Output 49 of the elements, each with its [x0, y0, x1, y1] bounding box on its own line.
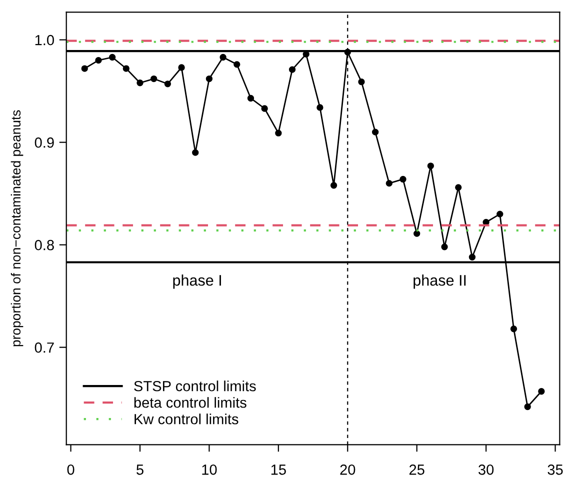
y-tick-label: 0.9	[34, 137, 54, 148]
y-axis-title: proportion of non−contaminated peanuts	[10, 110, 24, 346]
x-tick-label: 35	[548, 464, 563, 475]
x-tick-label: 5	[136, 464, 144, 475]
point	[122, 65, 130, 72]
x-tick-label: 30	[478, 464, 494, 475]
x-tick-label: 0	[67, 464, 74, 475]
point	[510, 326, 518, 332]
point	[192, 149, 199, 156]
point	[234, 61, 240, 68]
y-tick-label: 0.7	[34, 342, 54, 353]
point	[288, 66, 296, 73]
legend-label: STSP control limits	[134, 380, 256, 392]
point	[441, 244, 448, 250]
point	[496, 210, 504, 218]
point	[427, 162, 434, 170]
point	[275, 130, 282, 136]
point	[108, 54, 116, 61]
point	[206, 75, 213, 82]
point	[81, 65, 88, 72]
point	[95, 56, 102, 64]
point	[316, 104, 324, 111]
y-tick-label: 0.8	[34, 240, 54, 250]
x-tick-label: 15	[271, 464, 286, 475]
annotation: phase I	[173, 274, 221, 289]
legend-label: Kw control limits	[134, 414, 238, 424]
x-tick-label: 25	[409, 464, 424, 475]
point	[524, 403, 531, 410]
point	[455, 184, 462, 191]
annotation: phase II	[414, 274, 466, 289]
point	[400, 176, 406, 183]
point	[178, 64, 185, 71]
point	[261, 105, 268, 112]
point	[538, 388, 545, 395]
point	[358, 78, 365, 86]
point	[414, 230, 420, 237]
point	[136, 80, 144, 86]
point	[468, 254, 476, 260]
point	[220, 54, 226, 61]
legend-label: beta control limits	[134, 397, 246, 408]
x-tick-label: 20	[340, 464, 356, 475]
point	[150, 75, 158, 82]
point	[372, 128, 379, 136]
point	[164, 80, 172, 88]
x-tick-label: 10	[202, 464, 217, 475]
point	[330, 182, 338, 189]
point	[386, 180, 392, 187]
point	[247, 94, 254, 102]
y-tick-label: 1.0	[35, 34, 54, 46]
